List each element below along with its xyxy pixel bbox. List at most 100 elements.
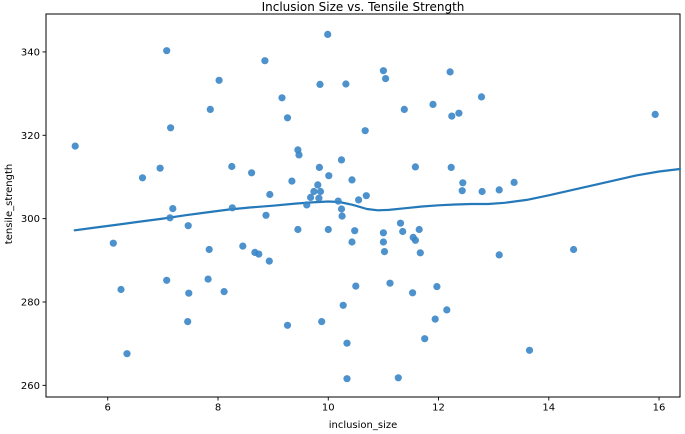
scatter-point <box>379 67 387 75</box>
scatter-point <box>411 163 419 171</box>
y-tick-label: 280 <box>21 297 40 308</box>
scatter-point <box>446 68 454 76</box>
scatter-point <box>166 214 174 222</box>
x-axis-label: inclusion_size <box>329 420 398 431</box>
scatter-point <box>288 177 296 185</box>
scatter-point <box>315 194 323 202</box>
scatter-point <box>477 93 486 101</box>
scatter-point <box>220 288 228 296</box>
scatter-point <box>448 112 456 120</box>
scatter-point <box>352 282 360 290</box>
x-tick-label: 6 <box>105 403 111 414</box>
scatter-point <box>265 257 273 265</box>
scatter-point <box>343 339 351 347</box>
scatter-point <box>184 318 192 326</box>
trend-line <box>73 167 682 232</box>
scatter-point <box>431 315 439 323</box>
scatter-point <box>117 285 125 294</box>
scatter-point <box>316 187 325 196</box>
scatter-point <box>651 110 659 118</box>
scatter-point <box>248 169 256 177</box>
scatter-point <box>379 229 387 237</box>
y-tick-label: 340 <box>21 47 40 58</box>
scatter-point <box>318 318 326 326</box>
scatter-point <box>324 225 332 234</box>
scatter-point <box>478 187 486 196</box>
axes-frame <box>45 13 681 398</box>
scatter-point <box>325 172 333 180</box>
scatter-point <box>495 186 503 194</box>
x-tick-label: 10 <box>322 403 335 414</box>
scatter-point <box>316 80 324 88</box>
scatter-point <box>421 335 429 343</box>
scatter-point <box>411 236 419 244</box>
y-tick-label: 320 <box>21 131 40 142</box>
scatter-point <box>163 47 171 55</box>
scatter-point <box>294 225 302 234</box>
scatter-point <box>266 190 274 199</box>
scatter-point <box>337 156 346 164</box>
scatter-point <box>138 174 147 182</box>
scatter-point <box>262 211 270 219</box>
scatter-point <box>261 57 269 65</box>
scatter-point <box>324 30 332 38</box>
scatter-point <box>525 346 534 354</box>
scatter-point <box>379 238 387 246</box>
scatter-point <box>355 196 363 204</box>
scatter-point <box>495 251 503 259</box>
plot-marks-layer: 6 8 10 12 14 16 260 280 300 320 340 <box>21 13 682 414</box>
scatter-point <box>338 212 346 220</box>
scatter-point <box>278 94 286 102</box>
scatter-point <box>307 193 315 201</box>
scatter-point <box>361 127 369 135</box>
scatter-point <box>228 162 236 171</box>
scatter-point <box>394 374 402 382</box>
scatter-point <box>283 114 292 122</box>
x-tick-label: 16 <box>653 403 666 414</box>
scatter-point <box>343 375 351 383</box>
scatter-point <box>239 242 247 250</box>
scatter-point <box>156 164 164 172</box>
x-tick-label: 8 <box>215 403 221 414</box>
scatter-point <box>205 245 213 254</box>
scatter-point <box>416 249 424 257</box>
scatter-point <box>228 204 236 212</box>
scatter-point <box>169 205 177 213</box>
scatter-point <box>362 192 370 200</box>
x-tick-label: 12 <box>432 403 445 414</box>
scatter-point <box>459 179 467 187</box>
scatter-point <box>314 181 322 189</box>
scatter-point <box>303 201 311 209</box>
scatter-point <box>443 306 451 314</box>
scatter-point <box>348 238 356 246</box>
scatter-point <box>447 163 455 171</box>
scatter-point <box>206 105 214 113</box>
scatter-point <box>295 151 303 159</box>
scatter-point <box>399 227 407 236</box>
scatter-point <box>433 283 441 291</box>
y-axis-label: tensile_strength <box>4 164 15 244</box>
scatter-point <box>386 279 394 287</box>
scatter-point <box>163 276 171 284</box>
x-tick-label: 14 <box>542 403 555 414</box>
scatter-point <box>184 222 192 230</box>
scatter-point <box>215 76 223 84</box>
scatter-point <box>570 245 578 254</box>
scatter-point <box>71 142 79 150</box>
scatter-point <box>334 197 342 205</box>
scatter-point <box>429 100 437 108</box>
scatter-point <box>109 239 117 247</box>
scatter-point <box>123 350 131 358</box>
scatter-point <box>380 248 389 256</box>
scatter-point <box>185 289 193 297</box>
scatter-point <box>337 205 346 213</box>
scatter-point <box>458 187 466 195</box>
scatter-point <box>315 163 323 171</box>
scatter-point <box>415 225 423 234</box>
scatter-point <box>396 219 405 227</box>
scatter-point <box>283 321 292 329</box>
scatter-point <box>204 275 212 283</box>
scatter-point <box>339 301 347 309</box>
